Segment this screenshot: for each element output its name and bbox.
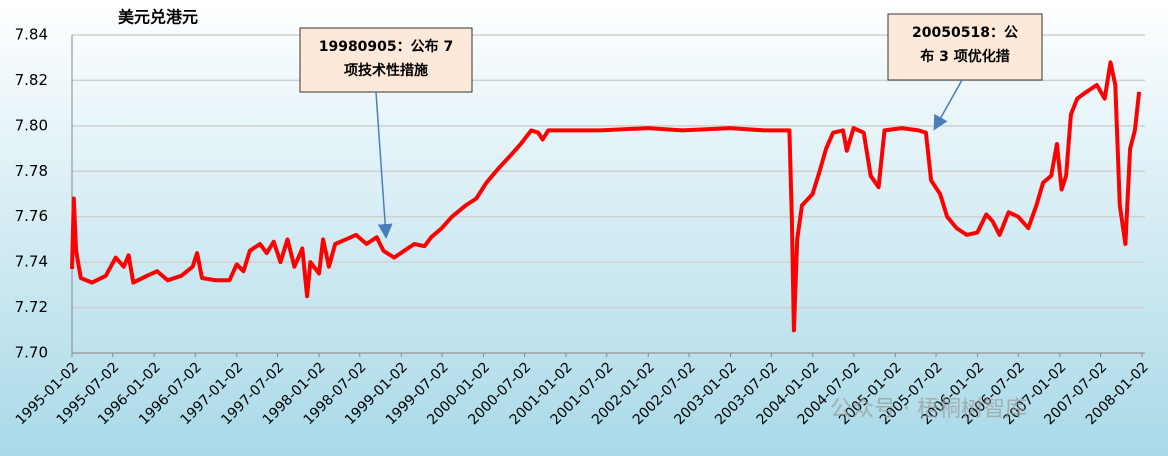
annotation-arrow bbox=[933, 79, 963, 131]
y-tick-label: 7.74 bbox=[15, 253, 48, 271]
annotation-text: 19980905：公布 7 bbox=[319, 38, 454, 55]
annotation-text: 20050518：公 bbox=[912, 25, 1018, 41]
y-tick-label: 7.70 bbox=[15, 344, 48, 362]
annotation-arrow bbox=[375, 91, 393, 239]
y-tick-label: 7.78 bbox=[15, 162, 48, 180]
annotation-text: 项技术性措施 bbox=[344, 62, 428, 79]
chart-title: 美元兑港元 bbox=[118, 8, 198, 27]
y-tick-label: 7.82 bbox=[15, 71, 48, 89]
y-tick-label: 7.80 bbox=[15, 116, 48, 134]
watermark: 公众号 · 梧桐树智库 bbox=[830, 397, 1027, 422]
y-tick-label: 7.72 bbox=[15, 298, 48, 316]
y-tick-label: 7.84 bbox=[15, 26, 48, 44]
y-tick-label: 7.76 bbox=[15, 207, 48, 225]
annotation-box bbox=[887, 13, 1043, 81]
line-series bbox=[70, 60, 1142, 333]
annotation-box bbox=[299, 27, 473, 93]
annotation-text: 布 3 项优化措 bbox=[920, 48, 1010, 65]
